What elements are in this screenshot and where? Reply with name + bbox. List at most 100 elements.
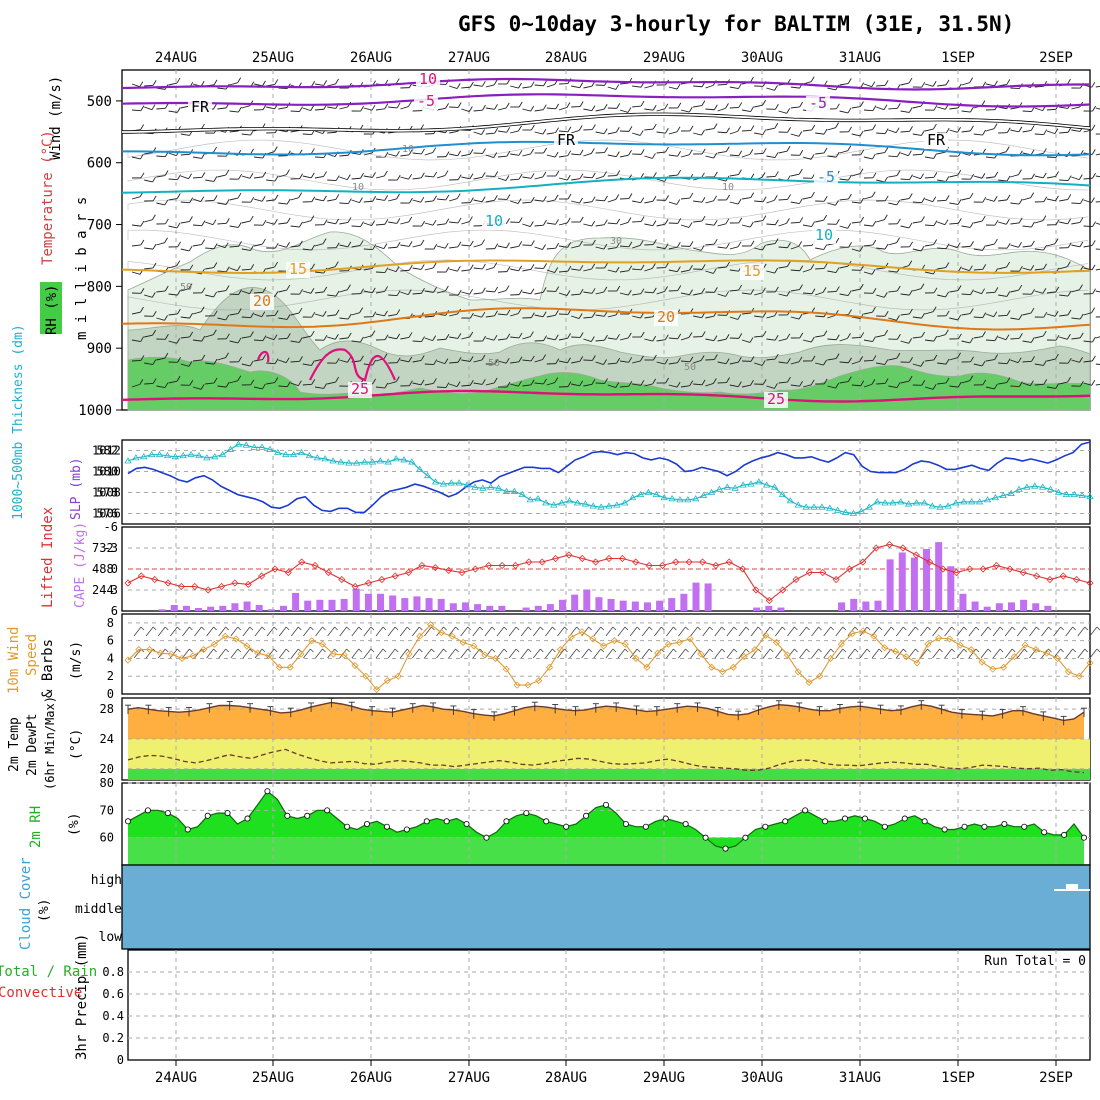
wind-barb xyxy=(766,87,775,91)
thickness-marker xyxy=(770,483,779,490)
wind-marker xyxy=(945,635,954,643)
wind-barb-flag xyxy=(1055,171,1059,177)
wind-barb xyxy=(168,225,178,229)
wind-barb-flag-small xyxy=(503,648,508,653)
wind-barb-small xyxy=(835,626,844,637)
wind-barb xyxy=(314,156,324,159)
wind-barb xyxy=(1022,245,1032,248)
wind-barb-flag xyxy=(506,150,511,157)
thickness-marker xyxy=(904,500,913,507)
wind-barb-flag xyxy=(578,125,583,131)
wind-barb-flag xyxy=(603,171,607,177)
wind-barb xyxy=(741,224,751,228)
wind-barb xyxy=(863,129,873,132)
contour-cyan-10 xyxy=(121,176,1091,194)
wind-barb xyxy=(461,269,471,272)
wind-barb-flag xyxy=(494,127,499,134)
wind-barb-small xyxy=(629,626,638,637)
wind-barb xyxy=(693,200,703,203)
wind-barb xyxy=(680,292,690,296)
wind-barb-flag xyxy=(372,378,376,385)
wind-barb xyxy=(485,132,495,135)
wind-barb xyxy=(876,84,886,87)
wind-barb xyxy=(266,336,275,341)
wind-marker xyxy=(718,668,727,676)
rh2m-marker xyxy=(1021,823,1028,830)
wind-barb-flag xyxy=(177,174,181,180)
wind-barb-flag-small xyxy=(612,626,617,631)
rh2m-tick-label: 80 xyxy=(100,776,114,790)
wind-barb xyxy=(400,359,409,363)
wind-barb-flag xyxy=(933,220,938,226)
li-marker xyxy=(712,561,720,570)
wind-barb-flag xyxy=(1080,380,1084,387)
wind-barb-flag xyxy=(542,287,547,293)
wind-barb xyxy=(424,175,434,178)
wind-barb-flag xyxy=(408,356,413,363)
wind-barb xyxy=(363,107,373,111)
wind-barb xyxy=(741,339,751,343)
wind-barb-flag xyxy=(517,308,522,314)
wind-barb-flag xyxy=(421,220,425,227)
date-label-bottom: 30AUG xyxy=(741,1070,783,1086)
wind-barb xyxy=(595,176,604,180)
wind-barb-flag xyxy=(201,220,206,226)
thickness-marker xyxy=(873,498,881,505)
wind-marker xyxy=(427,621,435,629)
precip-title-a: Total / Rain xyxy=(0,964,97,980)
wind-barb-flag xyxy=(372,244,377,250)
wind-barb xyxy=(1010,174,1019,178)
wind-barb xyxy=(754,292,763,296)
wind-barb xyxy=(912,336,922,339)
thickness-marker xyxy=(881,499,889,506)
wind-barb-flag xyxy=(323,219,328,225)
wind-barb-flag xyxy=(554,151,559,158)
li-marker xyxy=(538,558,546,566)
wind-barb xyxy=(363,152,373,156)
cape-bar xyxy=(425,598,433,611)
cape-bar xyxy=(304,600,312,611)
wind-barb-flag xyxy=(1092,355,1096,362)
wind-barb-flag xyxy=(737,198,742,205)
thickness-marker xyxy=(999,491,1007,499)
wind-barb-flag-small xyxy=(624,648,629,653)
wind-barb xyxy=(1022,225,1032,228)
wind-barb xyxy=(1010,202,1020,205)
wind-barb-flag xyxy=(408,241,413,247)
wind-barb-flag xyxy=(836,103,840,110)
wind-barb-flag-small xyxy=(394,626,399,631)
wind-barb xyxy=(339,154,349,157)
wind-barb-flag xyxy=(238,289,242,295)
wind-barb-flag xyxy=(1055,353,1059,360)
wind-barb-flag xyxy=(871,379,876,385)
wind-barb xyxy=(729,86,739,90)
wind-barb-small xyxy=(290,648,299,659)
wind-barb-flag xyxy=(738,284,743,291)
wind-barb-flag-small xyxy=(745,648,750,653)
wind-barb-flag xyxy=(360,105,364,112)
cape-bar xyxy=(243,601,251,611)
wind-barb xyxy=(314,243,324,247)
thickness-title: 1000~500mb Thickness (dm) xyxy=(11,324,26,520)
wind-barb xyxy=(863,271,873,275)
li-marker xyxy=(1073,575,1081,584)
wind-barb-flag xyxy=(250,379,255,386)
li-marker xyxy=(992,561,1001,570)
wind-barb-flag xyxy=(286,284,291,291)
wind-barb xyxy=(827,87,836,91)
wind-barb-flag xyxy=(433,171,438,178)
wind-barb-flag xyxy=(310,215,315,221)
wind-barb xyxy=(644,383,653,387)
wind-barb xyxy=(241,105,251,109)
wind-barb-flag xyxy=(323,195,327,202)
thickness-marker xyxy=(431,478,440,485)
wind-barb xyxy=(1034,133,1044,136)
wind-barb-flag xyxy=(409,197,413,204)
date-label-top: 25AUG xyxy=(252,50,294,66)
wind-barb-flag xyxy=(725,358,730,364)
wind-barb xyxy=(741,384,751,388)
li-marker xyxy=(284,568,292,577)
li-marker xyxy=(191,582,199,591)
wind-barb-flag-small xyxy=(1096,648,1100,653)
wind-barb-flag xyxy=(1030,125,1035,131)
